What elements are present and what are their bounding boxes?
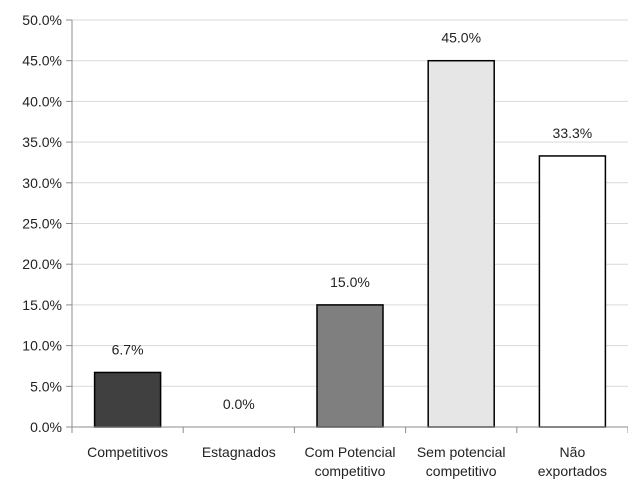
y-tick-label: 10.0% (22, 338, 62, 354)
y-tick-label: 50.0% (22, 12, 62, 28)
data-label: 15.0% (330, 274, 370, 290)
data-label: 33.3% (553, 125, 593, 141)
x-category-label: Não (560, 444, 586, 460)
x-category-label: Sem potencial (417, 444, 506, 460)
data-label: 0.0% (223, 396, 255, 412)
bar (427, 59, 495, 428)
bar (538, 155, 607, 428)
x-category-label: exportados (538, 463, 607, 479)
y-tick-label: 45.0% (22, 53, 62, 69)
x-axis-category-labels: Competitivos Estagnados Com Potencial compe… (87, 444, 607, 479)
y-tick-label: 0.0% (30, 419, 62, 435)
y-axis-tick-labels: 0.0% 5.0% 10.0% 15.0% 20.0% 25.0% 30.0% 35.0% 40… (22, 12, 62, 435)
data-labels: 6.7% 0.0% 15.0% 45.0% 33.3% (112, 30, 593, 412)
data-label: 45.0% (441, 30, 481, 46)
x-category-label: competitivo (315, 463, 386, 479)
data-label: 6.7% (112, 341, 144, 357)
bar (316, 304, 384, 428)
x-category-label: Com Potencial (304, 444, 395, 460)
y-tick-label: 15.0% (22, 297, 62, 313)
y-tick-label: 30.0% (22, 175, 62, 191)
bars (93, 59, 607, 428)
y-tick-label: 5.0% (30, 378, 62, 394)
y-tick-label: 35.0% (22, 134, 62, 150)
y-tick-label: 20.0% (22, 256, 62, 272)
x-category-label: Estagnados (202, 444, 276, 460)
gridlines (72, 19, 628, 387)
bar (93, 371, 162, 428)
axes (66, 19, 628, 433)
y-tick-label: 40.0% (22, 93, 62, 109)
x-category-label: competitivo (426, 463, 497, 479)
x-category-label: Competitivos (87, 444, 168, 460)
y-tick-label: 25.0% (22, 216, 62, 232)
